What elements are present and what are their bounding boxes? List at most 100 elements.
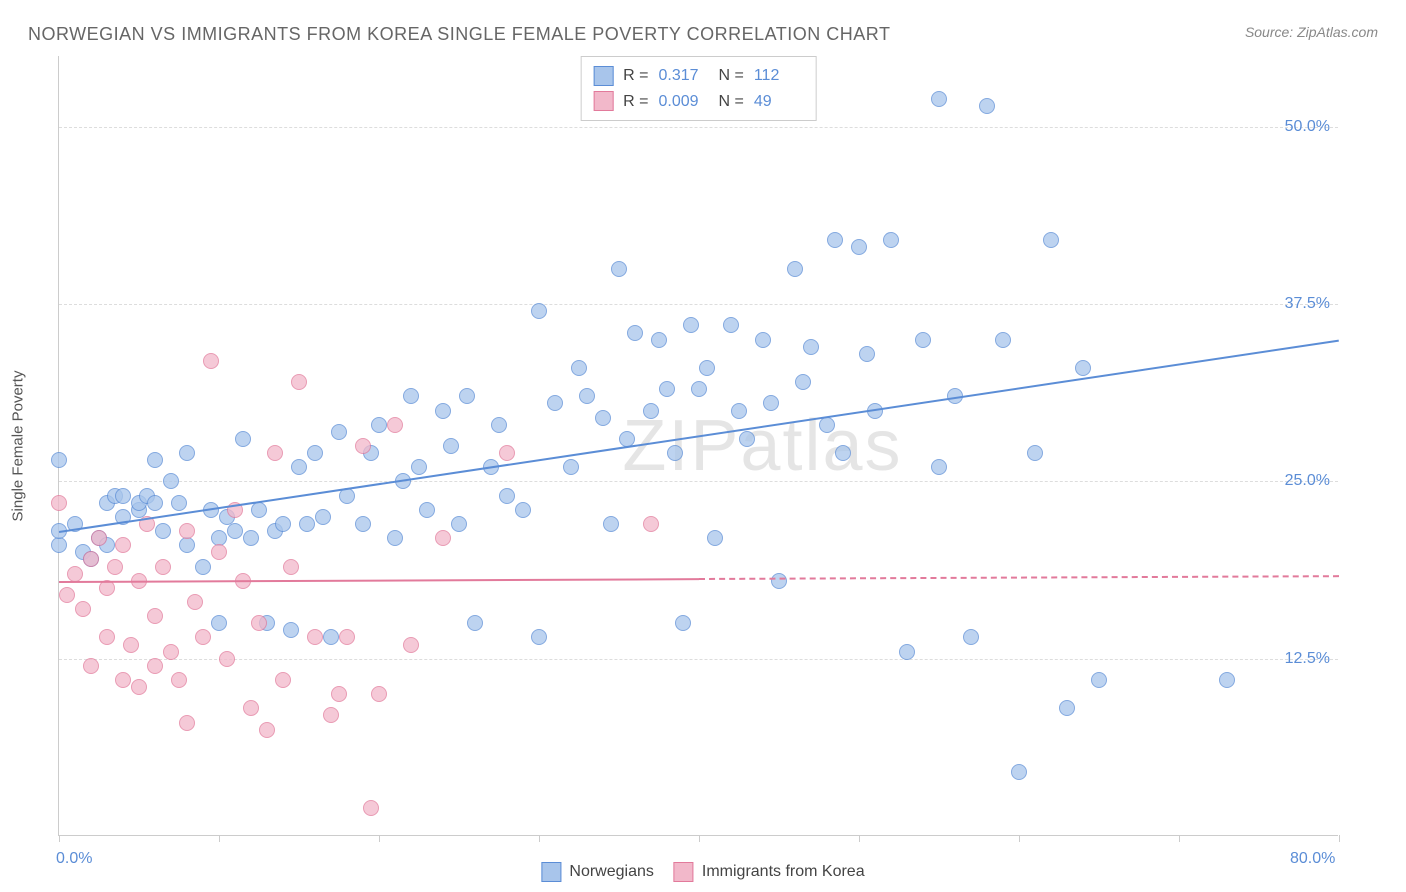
data-point xyxy=(91,530,107,546)
data-point xyxy=(115,672,131,688)
plot-area: 12.5%25.0%37.5%50.0%ZIPatlasR =0.317N =1… xyxy=(58,56,1338,836)
data-point xyxy=(371,686,387,702)
data-point xyxy=(275,672,291,688)
data-point xyxy=(83,658,99,674)
data-point xyxy=(643,516,659,532)
data-point xyxy=(667,445,683,461)
chart-title: NORWEGIAN VS IMMIGRANTS FROM KOREA SINGL… xyxy=(28,24,890,45)
grid-line xyxy=(59,127,1338,128)
data-point xyxy=(227,523,243,539)
stats-row: R =0.009N =49 xyxy=(593,89,804,115)
data-point xyxy=(355,438,371,454)
data-point xyxy=(283,622,299,638)
data-point xyxy=(659,381,675,397)
x-tick xyxy=(379,835,380,842)
data-point xyxy=(787,261,803,277)
data-point xyxy=(859,346,875,362)
data-point xyxy=(827,232,843,248)
legend-swatch xyxy=(674,862,694,882)
data-point xyxy=(579,388,595,404)
data-point xyxy=(195,559,211,575)
data-point xyxy=(411,459,427,475)
data-point xyxy=(355,516,371,532)
legend-label: Norwegians xyxy=(569,863,653,881)
data-point xyxy=(291,459,307,475)
data-point xyxy=(59,587,75,603)
n-value: 49 xyxy=(754,89,804,115)
data-point xyxy=(627,325,643,341)
data-point xyxy=(731,403,747,419)
r-value: 0.317 xyxy=(659,63,709,89)
data-point xyxy=(299,516,315,532)
data-point xyxy=(491,417,507,433)
data-point xyxy=(179,537,195,553)
data-point xyxy=(931,459,947,475)
n-value: 112 xyxy=(754,63,804,89)
data-point xyxy=(915,332,931,348)
data-point xyxy=(467,615,483,631)
watermark: ZIPatlas xyxy=(622,405,902,487)
data-point xyxy=(691,381,707,397)
data-point xyxy=(675,615,691,631)
data-point xyxy=(251,502,267,518)
data-point xyxy=(515,502,531,518)
data-point xyxy=(251,615,267,631)
data-point xyxy=(1059,700,1075,716)
x-tick xyxy=(1339,835,1340,842)
r-label: R = xyxy=(623,89,648,115)
data-point xyxy=(1027,445,1043,461)
data-point xyxy=(835,445,851,461)
data-point xyxy=(963,629,979,645)
stats-legend: R =0.317N =112R =0.009N =49 xyxy=(580,56,817,121)
data-point xyxy=(115,488,131,504)
data-point xyxy=(595,410,611,426)
y-tick-label: 12.5% xyxy=(1285,650,1330,668)
data-point xyxy=(179,715,195,731)
data-point xyxy=(243,700,259,716)
data-point xyxy=(531,303,547,319)
grid-line xyxy=(59,481,1338,482)
data-point xyxy=(171,495,187,511)
stats-row: R =0.317N =112 xyxy=(593,63,804,89)
data-point xyxy=(451,516,467,532)
data-point xyxy=(339,629,355,645)
data-point xyxy=(147,658,163,674)
data-point xyxy=(187,594,203,610)
grid-line xyxy=(59,659,1338,660)
data-point xyxy=(683,317,699,333)
data-point xyxy=(699,360,715,376)
data-point xyxy=(547,395,563,411)
data-point xyxy=(571,360,587,376)
data-point xyxy=(275,516,291,532)
data-point xyxy=(763,395,779,411)
data-point xyxy=(323,629,339,645)
data-point xyxy=(163,473,179,489)
data-point xyxy=(1043,232,1059,248)
data-point xyxy=(179,445,195,461)
data-point xyxy=(243,530,259,546)
source-attribution: Source: ZipAtlas.com xyxy=(1245,24,1378,40)
data-point xyxy=(419,502,435,518)
data-point xyxy=(371,417,387,433)
legend-item: Norwegians xyxy=(541,862,653,882)
data-point xyxy=(899,644,915,660)
data-point xyxy=(795,374,811,390)
data-point xyxy=(723,317,739,333)
data-point xyxy=(1075,360,1091,376)
data-point xyxy=(403,388,419,404)
data-point xyxy=(1219,672,1235,688)
data-point xyxy=(51,452,67,468)
data-point xyxy=(283,559,299,575)
data-point xyxy=(443,438,459,454)
data-point xyxy=(99,629,115,645)
data-point xyxy=(51,537,67,553)
data-point xyxy=(435,530,451,546)
data-point xyxy=(195,629,211,645)
data-point xyxy=(323,707,339,723)
data-point xyxy=(147,452,163,468)
data-point xyxy=(979,98,995,114)
data-point xyxy=(179,523,195,539)
data-point xyxy=(307,445,323,461)
data-point xyxy=(755,332,771,348)
trend-line xyxy=(59,578,699,583)
